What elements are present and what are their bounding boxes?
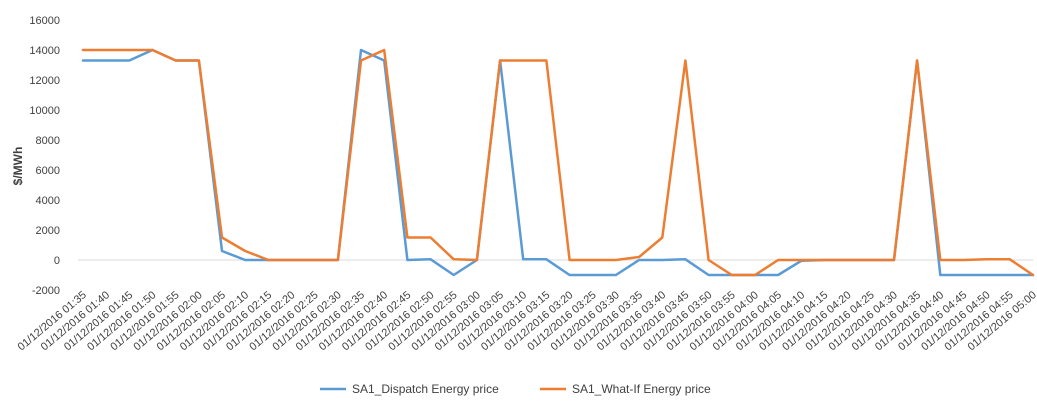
y-tick-label: -2000 <box>32 285 60 297</box>
y-tick-label: 4000 <box>36 195 60 207</box>
y-tick-label: 8000 <box>36 135 60 147</box>
legend: SA1_Dispatch Energy price SA1_What-If Ene… <box>320 382 711 396</box>
y-tick-label: 16000 <box>29 15 60 27</box>
legend-label: SA1_Dispatch Energy price <box>352 382 499 396</box>
y-tick-label: 0 <box>54 255 60 267</box>
y-tick-label: 10000 <box>29 105 60 117</box>
y-axis-label: $/MWh <box>11 147 25 186</box>
legend-label: SA1_What-If Energy price <box>572 382 711 396</box>
y-tick-label: 2000 <box>36 225 60 237</box>
plot-area <box>81 48 1035 277</box>
y-axis: -2000 0 2000 4000 6000 8000 10000 12000 14000 160… <box>29 15 60 297</box>
series-line-2 <box>81 48 1035 277</box>
y-tick-label: 14000 <box>29 45 60 57</box>
y-tick-label: 12000 <box>29 75 60 87</box>
y-tick-label: 6000 <box>36 165 60 177</box>
